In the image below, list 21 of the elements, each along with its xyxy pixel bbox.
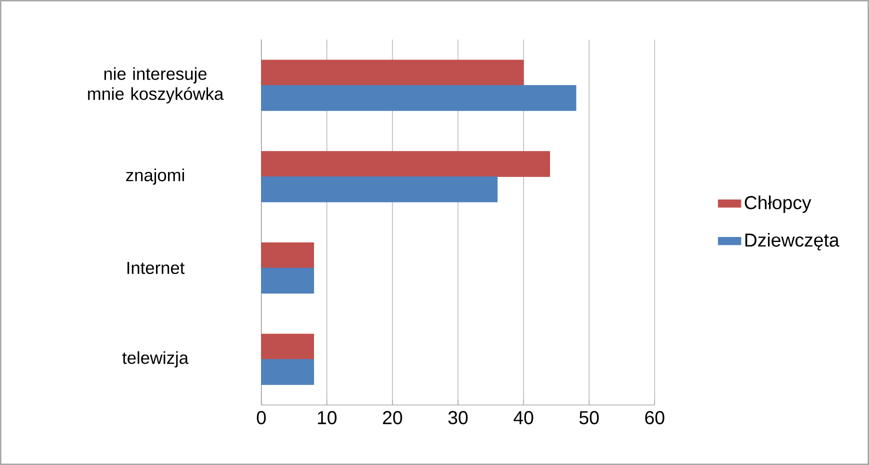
- x-tick-label: 50: [579, 411, 599, 424]
- bar: [261, 60, 524, 86]
- bar: [261, 85, 576, 111]
- x-tick-label: 40: [514, 411, 534, 424]
- bar: [261, 242, 314, 268]
- x-tick-label: 0: [256, 411, 266, 424]
- x-tick-label: 20: [383, 411, 402, 424]
- bar: [261, 268, 314, 294]
- y-tick-label: nie interesuje mnie koszykówka: [88, 67, 224, 104]
- bar: [261, 334, 314, 360]
- bar: [261, 176, 498, 202]
- legend-label: Chłopcy: [744, 196, 812, 213]
- x-tick-label: 10: [318, 411, 337, 424]
- legend-label: Dziewczęta: [745, 232, 840, 250]
- x-tick-label: 30: [448, 411, 468, 424]
- bar: [261, 359, 314, 385]
- bar: [261, 151, 550, 177]
- y-tick-label: Internet: [128, 262, 185, 274]
- y-tick-label: telewizja: [122, 351, 189, 368]
- y-tick-label: znajomi: [126, 168, 184, 185]
- x-tick-label: 60: [645, 411, 664, 424]
